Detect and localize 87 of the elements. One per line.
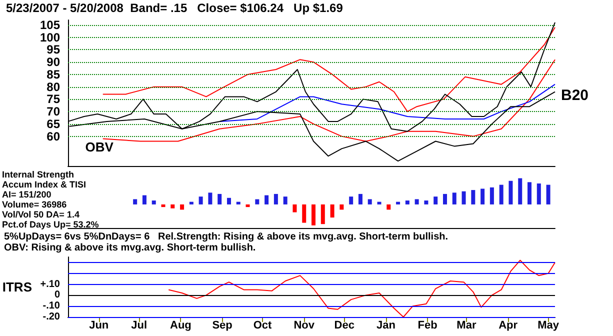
bar [330,204,334,218]
annotation: Pct.of Days Up= 53.2% [2,220,99,230]
bar [198,196,203,204]
y-tick-label: 0 [54,290,60,301]
bar [170,204,175,208]
bar [218,194,222,204]
x-tick-label: Mar [456,320,477,332]
bar [161,204,166,208]
y-tick-label: 80 [46,80,60,94]
bar [490,187,494,204]
line-series [168,260,556,318]
x-tick-label: Apr [498,320,518,332]
bar [471,190,476,204]
y-tick-label: 70 [46,104,60,119]
y-axis-title: ITRS [2,280,32,294]
bar [480,188,485,204]
bar [246,204,250,208]
y-tick-label: +.10 [40,278,60,290]
bar [499,184,504,204]
bar [518,178,522,204]
y-tick-label: 65 [46,116,60,131]
bar [434,196,438,204]
bar [396,202,400,204]
x-tick-label: May [538,320,560,332]
y-tick-label: -.20 [42,312,60,322]
bar [133,199,138,204]
y-tick-label: 85 [46,67,60,82]
y-tick-label: 90 [46,55,60,70]
bar [462,191,466,204]
annotation: Internal Strength [2,170,74,180]
chart-subtitle: 5/23/2007 - 5/20/2008 Band= .15 Close= $106.24 Up $1.69 [6,1,344,15]
line-series [219,84,556,122]
y-tick-label: 75 [46,92,60,106]
annotation: Accum Index & TISI [2,180,86,190]
bar [189,202,194,204]
line-series [102,59,556,142]
bar [546,184,550,204]
x-tick-label: Nov [294,320,316,332]
text: Volume= 36986 [2,200,67,210]
text: 5%UpDays= 6vs 5%DnDays= 6 Rel.Strength: Rising & above its mvg.avg. Short-term bullish. [4,232,448,242]
bar [226,198,231,204]
bar [320,204,325,224]
x-tick-label: Sep [212,320,233,332]
bar [442,194,447,204]
y-tick-label: 105 [40,18,60,32]
bar [208,192,212,204]
x-tick-label: Jul [131,320,148,332]
x-tick-label: Dec [334,320,354,332]
bar [236,202,240,204]
x-tick-label: Jan [376,320,396,332]
y-tick-label: -.10 [42,300,60,312]
bar [368,199,372,204]
bar [312,204,316,226]
text: OBV: Rising & above its mvg.avg. Short-term bullish. [4,242,256,254]
x-tick-label: Feb [418,320,438,332]
bar [377,202,382,204]
text: B20 [561,87,589,104]
line-series [102,26,556,112]
bar [292,204,297,212]
bar [255,199,260,204]
bar [264,195,269,204]
series-label: OBV [85,139,114,154]
bar [340,204,344,210]
bar [386,204,391,210]
bar [414,199,419,204]
bar [536,183,541,204]
x-tick-label: Jun [89,320,109,332]
y-tick-label: 60 [46,129,60,144]
bar [358,194,362,204]
bar [152,200,156,204]
bar [528,182,532,204]
bar [142,195,146,204]
bar [302,204,306,223]
y-tick-label: 95 [46,42,60,57]
y-tick-label: 100 [40,30,60,44]
annotation: Vol/Vol 50 DA= 1.4 [2,210,80,220]
text: AI= 151/200 [2,190,52,200]
bar [405,200,410,204]
bar [452,192,456,204]
bar [274,194,278,204]
bar [508,180,513,204]
bar [283,196,288,204]
bar [180,204,184,210]
x-tick-label: Oct [253,320,272,332]
bar [424,200,428,204]
bar [349,196,354,204]
x-tick-label: Aug [170,320,192,332]
